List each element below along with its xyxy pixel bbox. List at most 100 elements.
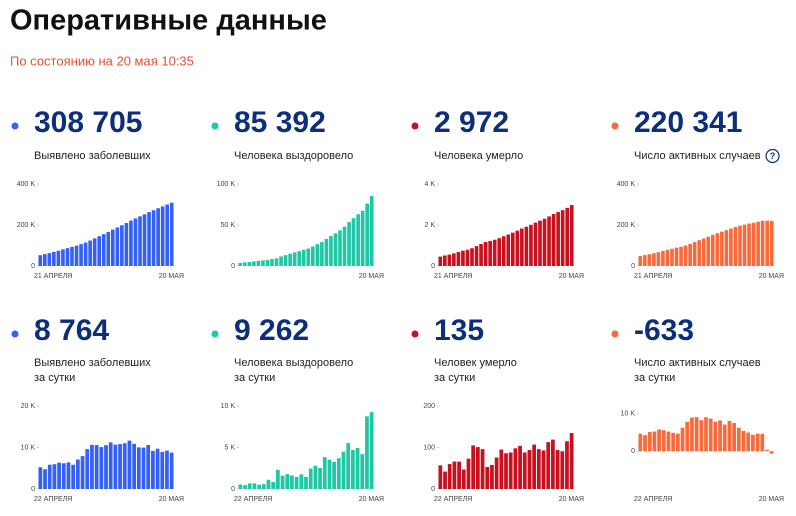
bar (701, 238, 706, 266)
bar (657, 429, 661, 452)
bar (527, 449, 532, 489)
y-tick-label: 10 K (221, 403, 236, 410)
y-tick-label: 20 K (21, 403, 36, 410)
bar (666, 431, 671, 452)
bar (751, 434, 755, 452)
series-dot (411, 330, 419, 338)
bar (738, 225, 742, 266)
bar (510, 232, 515, 266)
bar (692, 242, 697, 266)
bar (65, 248, 70, 266)
bar (165, 204, 170, 266)
bar (169, 452, 174, 489)
bar (342, 226, 347, 266)
y-tick-label: 10 K (621, 410, 636, 417)
bar (285, 474, 290, 489)
bar (541, 450, 546, 489)
bar (490, 464, 494, 489)
bar (252, 261, 256, 266)
bar (327, 459, 332, 489)
bar (474, 246, 479, 266)
bar (452, 253, 456, 266)
bar (499, 449, 504, 489)
bar (461, 250, 465, 266)
bar (732, 422, 737, 452)
metric-value: 9 262 (234, 314, 309, 347)
bar (652, 431, 657, 452)
bar (270, 259, 274, 266)
series-dot (11, 330, 19, 338)
bar (706, 236, 711, 266)
bar (438, 465, 443, 489)
bar (680, 427, 685, 452)
bar (318, 467, 322, 489)
metric-value: 85 392 (234, 106, 326, 139)
bar (356, 214, 360, 266)
bar (297, 251, 302, 266)
bar (147, 212, 151, 266)
bar (146, 445, 151, 489)
bar (347, 222, 351, 266)
bar (322, 457, 327, 489)
bar (290, 475, 294, 489)
bar (38, 467, 43, 489)
bar (97, 236, 102, 266)
bar (61, 463, 66, 489)
bar (542, 218, 547, 266)
metric-label: за сутки (634, 372, 675, 384)
help-icon-text: ? (770, 151, 776, 161)
bar (256, 260, 261, 266)
bar (332, 461, 337, 489)
bar (238, 262, 243, 266)
bar (465, 249, 470, 266)
metric-value: 220 341 (634, 106, 742, 139)
bar (652, 253, 656, 266)
bar (275, 469, 280, 489)
bar (355, 447, 360, 489)
bar (341, 451, 346, 489)
bar (271, 481, 276, 489)
bar (301, 249, 306, 266)
bar (447, 464, 452, 489)
bar (151, 450, 155, 489)
bar (501, 236, 506, 266)
bar (480, 449, 485, 489)
bar (747, 223, 751, 266)
bar (504, 453, 508, 489)
series-dot (611, 122, 619, 130)
bar (551, 439, 555, 489)
bar (252, 483, 257, 489)
bar (110, 229, 115, 266)
bar (694, 417, 699, 452)
bar (74, 245, 79, 266)
bar (756, 221, 760, 266)
bar (475, 447, 480, 489)
bar (99, 447, 104, 489)
bar (538, 220, 542, 266)
bar (485, 467, 490, 489)
bar (169, 202, 174, 266)
bar (247, 261, 252, 266)
bar (665, 249, 670, 266)
bar (38, 255, 43, 266)
y-tick-label: 100 K (217, 181, 236, 188)
bar (306, 248, 311, 266)
x-tick-label: 20 МАЯ (359, 496, 384, 503)
y-tick-label: 50 K (221, 222, 236, 229)
y-tick-label: 10 K (21, 444, 36, 451)
bar (261, 260, 265, 266)
bar (120, 225, 124, 266)
bar (483, 242, 488, 266)
bar (438, 256, 443, 266)
y-tick-label: 2 K (424, 222, 435, 229)
metric-value: 308 705 (34, 106, 142, 139)
y-tick-label: 4 K (424, 181, 435, 188)
bar (551, 213, 556, 266)
bar (79, 244, 83, 266)
bar (136, 447, 141, 489)
bar (479, 244, 483, 266)
status-date: По состоянию на 20 мая 10:35 (10, 53, 194, 68)
metric-label: Человека умерло (434, 150, 523, 162)
bar (638, 433, 643, 452)
